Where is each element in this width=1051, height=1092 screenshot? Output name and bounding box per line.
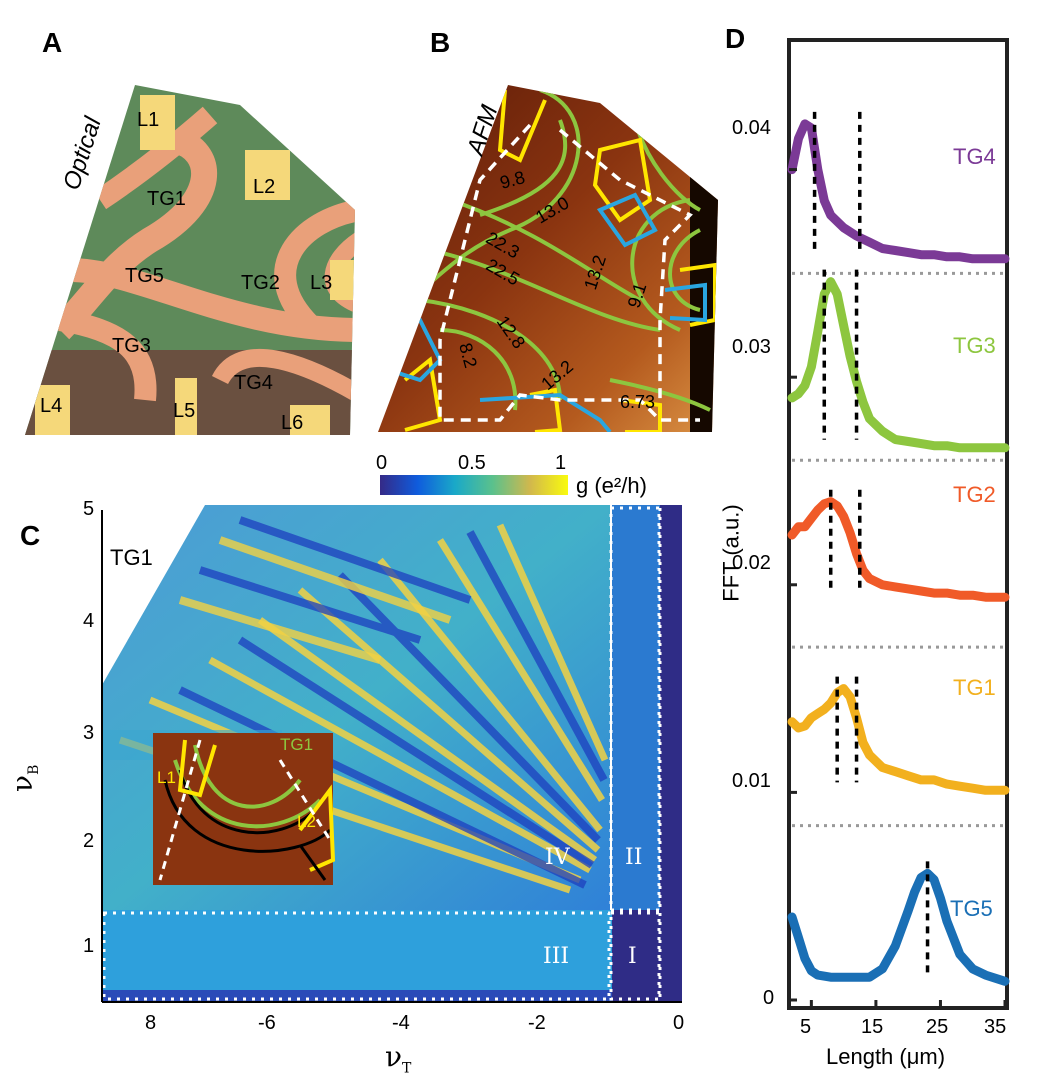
y-tick-1: 1 [83, 935, 95, 957]
label-l4: L4 [40, 395, 63, 417]
panel-d-y-tick: 0.04 [732, 117, 771, 139]
colorbar-unit: g (e²/h) [576, 473, 647, 498]
label-l3: L3 [310, 272, 333, 294]
series-label-tg4: TG4 [953, 143, 996, 169]
x-tick-neg2: -2 [528, 1012, 546, 1034]
y-tick-2: 2 [83, 830, 95, 852]
panel-d-y-tick: 0.03 [732, 336, 771, 358]
panel-d-plot [787, 111, 1010, 1008]
panel-d-letter: D [725, 23, 746, 54]
region-ii: II [625, 845, 643, 870]
colorbar-tick: 0.5 [458, 452, 486, 474]
series-line-tg3 [787, 277, 1010, 453]
panel-a-letter: A [42, 27, 63, 58]
series-line-tg5 [787, 868, 1010, 986]
series-label-tg1: TG1 [953, 675, 996, 701]
colorbar-tick: 0 [376, 452, 388, 474]
panel-d-y-tick: 0.02 [732, 552, 771, 574]
inset-label-l2: L2 [297, 812, 316, 831]
inset-label-tg1: TG1 [280, 735, 314, 754]
panel-d-x-tick: 15 [861, 1016, 884, 1038]
x-tick-neg4: -4 [392, 1012, 410, 1034]
panel-d-frame [787, 38, 1009, 1010]
region-iv: IV [545, 845, 570, 870]
panel-d-x-tick: 25 [926, 1016, 949, 1038]
y-axis-label: νB [5, 764, 42, 792]
series-line-tg1 [787, 684, 1010, 795]
colorbar-tick: 1 [555, 452, 567, 474]
colorbar [380, 475, 568, 495]
label-tg3: TG3 [112, 335, 151, 357]
label-tg5: TG5 [125, 265, 164, 287]
panel-d-x-tick: 35 [984, 1016, 1007, 1038]
label-tg2: TG2 [241, 272, 280, 294]
series-label-tg5: TG5 [950, 896, 993, 922]
contour-label: 6.73 [620, 392, 656, 412]
panel-d-x-label: Length (μm) [826, 1044, 946, 1069]
y-tick-3: 3 [83, 722, 95, 744]
x-axis-label: νT [385, 1040, 412, 1077]
series-label-tg3: TG3 [953, 332, 996, 358]
x-tick-8: 8 [145, 1012, 157, 1034]
panel-d-y-tick: 0.01 [732, 770, 771, 792]
region-i: I [628, 944, 637, 969]
panel-c-letter: C [20, 520, 41, 551]
series-line-tg4 [787, 119, 1010, 264]
inset-label-l1: L1 [157, 768, 176, 787]
x-tick-neg6: -6 [258, 1012, 276, 1034]
region-iii: III [543, 944, 570, 969]
series-line-tg2 [787, 497, 1010, 602]
label-l2: L2 [253, 176, 276, 198]
panel-c-inset [153, 733, 336, 885]
panel-c-gate-label: TG1 [110, 545, 153, 570]
y-tick-5: 5 [83, 498, 95, 520]
label-l5: L5 [173, 400, 196, 422]
panel-d-x-tick: 5 [800, 1016, 812, 1038]
label-l1: L1 [137, 109, 160, 131]
series-label-tg2: TG2 [953, 482, 996, 508]
panel-d-y-tick: 0 [763, 987, 775, 1009]
y-tick-4: 4 [83, 610, 95, 632]
panel-b-letter: B [430, 27, 451, 58]
label-tg4: TG4 [234, 372, 273, 394]
label-l6: L6 [281, 412, 304, 434]
x-tick-0: 0 [673, 1012, 685, 1034]
label-tg1: TG1 [147, 188, 186, 210]
